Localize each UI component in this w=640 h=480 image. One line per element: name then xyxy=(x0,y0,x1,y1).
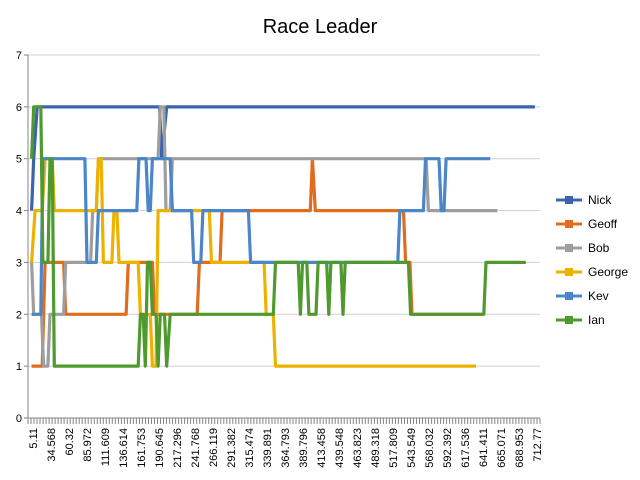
series-lines xyxy=(30,105,535,368)
x-axis-minor-ticks xyxy=(27,418,541,424)
chart-title: Race Leader xyxy=(263,16,378,38)
x-tick-label: 543.549 xyxy=(406,428,418,468)
x-tick-label: 161.753 xyxy=(136,428,148,468)
x-tick-label: 463.823 xyxy=(352,428,364,468)
legend-label-bob: Bob xyxy=(588,241,610,255)
legend-label-george: George xyxy=(588,265,628,279)
y-tick-label: 7 xyxy=(16,50,22,62)
x-tick-label: 241.768 xyxy=(190,428,202,468)
y-tick-label: 1 xyxy=(16,361,22,373)
x-tick-label: 712.77 xyxy=(532,428,544,462)
series-line-ian xyxy=(30,105,526,368)
x-tick-label: 217.296 xyxy=(172,428,184,468)
x-tick-label: 339.891 xyxy=(262,428,274,468)
x-tick-label: 85.972 xyxy=(82,428,94,462)
y-tick-label: 6 xyxy=(16,102,22,114)
x-tick-label: 641.411 xyxy=(478,428,490,467)
x-tick-label: 266.119 xyxy=(208,428,220,467)
x-tick-label: 5.11 xyxy=(28,428,40,449)
legend-label-ian: Ian xyxy=(588,313,605,327)
x-tick-label: 517.809 xyxy=(388,428,400,468)
y-tick-label: 5 xyxy=(16,154,22,166)
x-tick-label: 389.796 xyxy=(298,428,310,468)
legend-label-geoff: Geoff xyxy=(588,217,618,231)
legend-marker-ian xyxy=(565,316,573,324)
y-tick-label: 4 xyxy=(16,206,22,218)
x-tick-label: 688.953 xyxy=(514,428,526,468)
x-tick-label: 439.548 xyxy=(334,428,346,468)
x-tick-label: 136.614 xyxy=(118,428,130,468)
legend-marker-kev xyxy=(565,292,573,300)
x-tick-label: 617.536 xyxy=(460,428,472,468)
legend: Nick Geoff Bob George Kev Ian xyxy=(556,193,628,327)
x-tick-label: 489.318 xyxy=(370,428,382,468)
x-tick-label: 291.382 xyxy=(226,428,238,468)
legend-marker-bob xyxy=(565,244,573,252)
axes: 0 1 2 3 4 5 6 7 5.11 34.568 60.32 85.972 111.609 136.… xyxy=(16,50,544,468)
series-line-kev xyxy=(31,157,491,316)
y-tick-label: 3 xyxy=(16,257,22,269)
y-tick-label: 2 xyxy=(16,309,22,321)
x-tick-label: 364.793 xyxy=(280,428,292,468)
x-tick-label: 111.609 xyxy=(100,428,112,466)
legend-marker-nick xyxy=(565,196,573,204)
x-tick-label: 665.071 xyxy=(496,428,508,468)
legend-marker-george xyxy=(565,268,573,276)
x-tick-label: 34.568 xyxy=(46,428,58,462)
x-tick-label: 60.32 xyxy=(64,428,76,456)
legend-label-kev: Kev xyxy=(588,289,609,303)
y-tick-label: 0 xyxy=(16,413,22,425)
x-tick-label: 190.645 xyxy=(154,428,166,468)
legend-marker-geoff xyxy=(565,220,573,228)
x-tick-label: 568.032 xyxy=(424,428,436,468)
x-tick-label: 413.458 xyxy=(316,428,328,468)
legend-label-nick: Nick xyxy=(588,193,612,207)
x-tick-label: 315.474 xyxy=(244,428,256,468)
x-tick-label: 592.392 xyxy=(442,428,454,468)
